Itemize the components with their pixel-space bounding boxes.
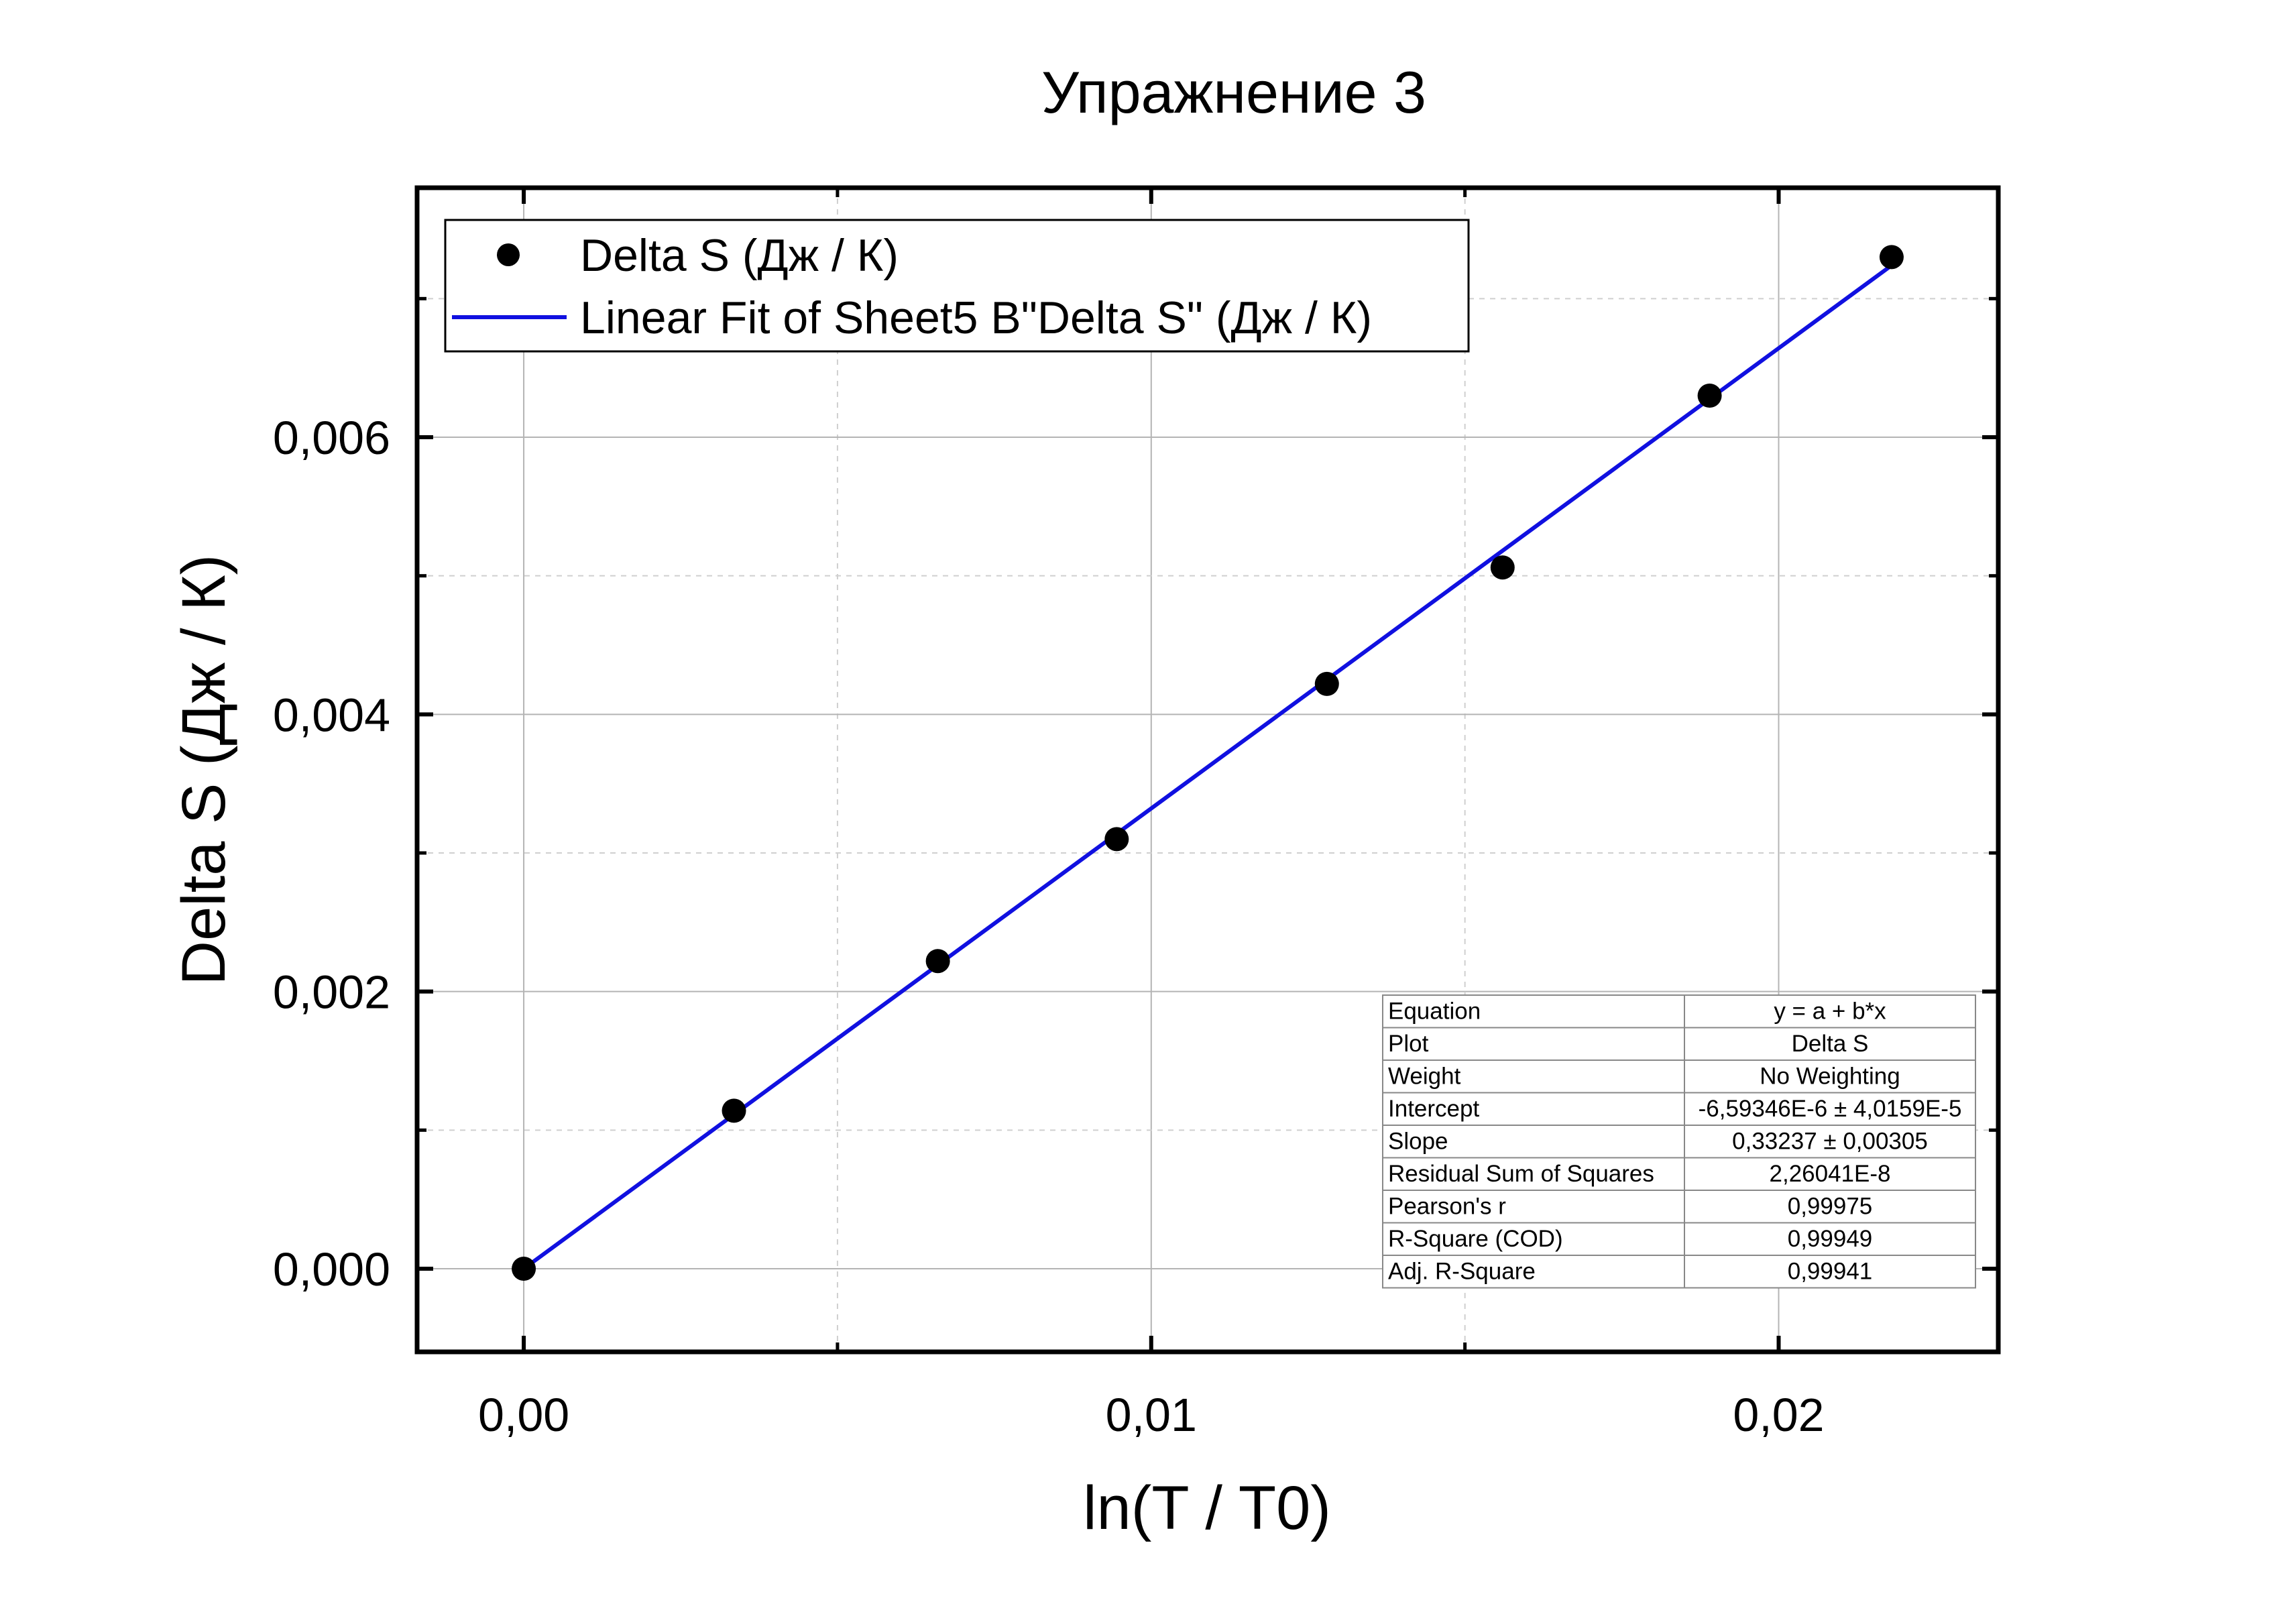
- tick-labels: 0,00 0,01 0,02 0,000 0,002 0,004 0,006: [273, 412, 1825, 1441]
- plot-frame: [414, 185, 2001, 1355]
- fit-table-value: y = a + b*x: [1774, 998, 1886, 1025]
- fit-table-label: Pearson's r: [1388, 1194, 1506, 1220]
- fit-table-label: R-Square (COD): [1388, 1226, 1563, 1252]
- legend-marker-points: [497, 243, 520, 266]
- data-points: [512, 245, 1904, 1281]
- fit-table-label: Equation: [1388, 998, 1481, 1025]
- legend-box: [444, 219, 1470, 353]
- fit-table-value: 0,99941: [1788, 1259, 1873, 1285]
- data-point: [1104, 827, 1129, 852]
- x-tick-label: 0,02: [1733, 1389, 1824, 1441]
- grid: [417, 188, 1998, 1352]
- data-point: [1314, 671, 1339, 696]
- data-point: [1697, 384, 1722, 408]
- fit-line-segment: [522, 264, 1893, 1271]
- y-tick-label: 0,006: [273, 412, 390, 464]
- data-point: [1879, 245, 1904, 270]
- fit-stats-table: Equation y = a + b*x Plot Delta S Weight No W…: [1382, 994, 1976, 1289]
- fit-table-value: No Weighting: [1760, 1064, 1900, 1090]
- fit-table-value: Delta S: [1792, 1031, 1869, 1057]
- fit-line: [522, 264, 1893, 1271]
- x-tick-label: 0,00: [478, 1389, 569, 1441]
- fit-table-value: 0,99949: [1788, 1226, 1873, 1252]
- fit-table-label: Adj. R-Square: [1388, 1259, 1536, 1285]
- fit-table-label: Residual Sum of Squares: [1388, 1161, 1654, 1187]
- data-point: [1490, 555, 1515, 580]
- data-point: [925, 949, 950, 974]
- fit-table-label: Weight: [1388, 1064, 1461, 1090]
- data-point: [722, 1098, 746, 1123]
- fit-table-label: Slope: [1388, 1129, 1448, 1155]
- y-tick-label: 0,000: [273, 1243, 390, 1296]
- fit-table-frame: [1382, 994, 1976, 1289]
- fit-table-label: Intercept: [1388, 1096, 1479, 1122]
- fit-table-value: 0,33237 ± 0,00305: [1732, 1129, 1928, 1155]
- fit-table-label: Plot: [1388, 1031, 1429, 1057]
- y-tick-label: 0,004: [273, 689, 390, 741]
- y-axis-title: Delta S (Дж / К): [170, 555, 238, 986]
- y-tick-label: 0,002: [273, 966, 390, 1019]
- legend-label-fit: Linear Fit of Sheet5 B"Delta S" (Дж / К): [580, 292, 1372, 343]
- axis-ticks: [417, 188, 1998, 1352]
- legend-label-points: Delta S (Дж / К): [580, 230, 899, 281]
- x-tick-label: 0,01: [1106, 1389, 1197, 1441]
- fit-table-value: 2,26041E-8: [1770, 1161, 1891, 1187]
- chart-title: Упражнение 3: [1041, 59, 1426, 125]
- fit-table-value: 0,99975: [1788, 1194, 1873, 1220]
- fit-table-value: -6,59346E-6 ± 4,0159E-5: [1699, 1096, 1962, 1122]
- x-axis-title: ln(T / T0): [1083, 1474, 1331, 1542]
- legend: Delta S (Дж / К) Linear Fit of Sheet5 B"…: [444, 219, 1470, 353]
- data-point: [512, 1257, 536, 1281]
